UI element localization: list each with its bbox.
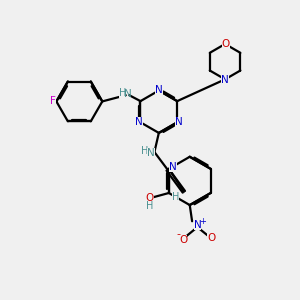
Text: O: O [207, 233, 215, 243]
Text: N: N [221, 75, 229, 85]
Text: O: O [179, 235, 188, 245]
Text: O: O [146, 193, 154, 203]
Text: N: N [169, 162, 177, 172]
Text: N: N [124, 89, 132, 99]
Text: H: H [172, 192, 179, 202]
Text: F: F [50, 96, 56, 106]
Text: N: N [135, 117, 143, 127]
Text: +: + [199, 217, 206, 226]
Text: -: - [176, 229, 180, 239]
Text: H: H [141, 146, 149, 157]
Text: N: N [155, 85, 163, 95]
Text: H: H [146, 201, 153, 211]
Text: O: O [221, 39, 230, 49]
Text: N: N [194, 220, 201, 230]
Text: N: N [175, 117, 182, 127]
Text: N: N [147, 148, 155, 158]
Text: H: H [119, 88, 127, 98]
